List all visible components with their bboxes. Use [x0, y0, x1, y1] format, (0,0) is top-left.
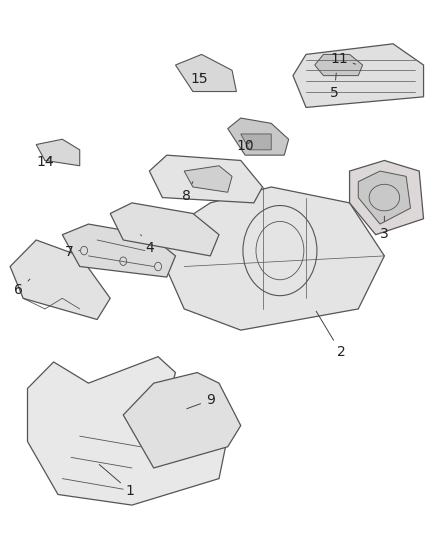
- Text: 7: 7: [64, 245, 80, 259]
- Polygon shape: [36, 139, 80, 166]
- Text: 1: 1: [99, 464, 134, 498]
- Polygon shape: [358, 171, 410, 224]
- Polygon shape: [241, 134, 271, 150]
- Polygon shape: [176, 54, 237, 92]
- Polygon shape: [315, 54, 363, 76]
- Text: 2: 2: [316, 311, 345, 359]
- Text: 3: 3: [380, 216, 389, 240]
- Text: 9: 9: [187, 393, 215, 409]
- Polygon shape: [110, 203, 219, 256]
- Text: 15: 15: [191, 72, 208, 86]
- Text: 11: 11: [330, 52, 356, 66]
- Polygon shape: [149, 155, 262, 203]
- Polygon shape: [28, 357, 228, 505]
- Text: 10: 10: [237, 139, 254, 152]
- Polygon shape: [184, 166, 232, 192]
- Text: 5: 5: [330, 73, 339, 100]
- Polygon shape: [10, 240, 110, 319]
- Text: 14: 14: [36, 155, 54, 168]
- Text: 8: 8: [182, 182, 193, 203]
- Polygon shape: [123, 373, 241, 468]
- Text: 6: 6: [14, 279, 30, 297]
- Polygon shape: [293, 44, 424, 108]
- Text: 4: 4: [141, 235, 154, 255]
- Polygon shape: [228, 118, 289, 155]
- Polygon shape: [154, 187, 385, 330]
- Polygon shape: [62, 224, 176, 277]
- Polygon shape: [350, 160, 424, 235]
